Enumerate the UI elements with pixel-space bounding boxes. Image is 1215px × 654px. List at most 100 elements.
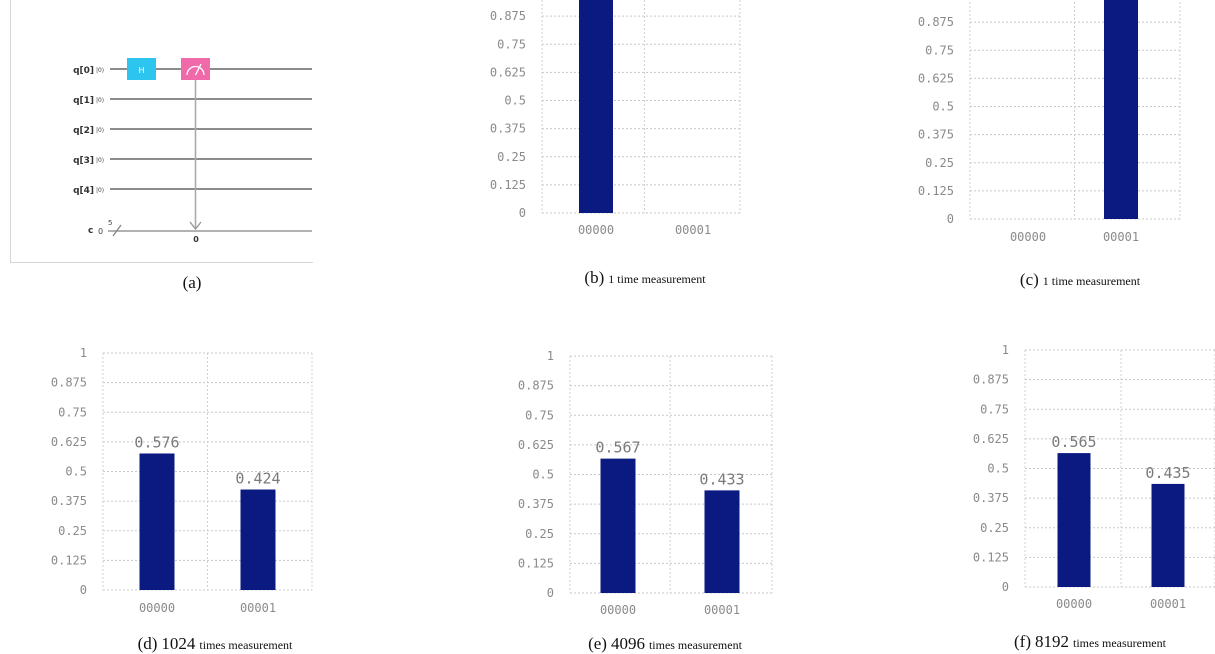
qubit-init-state: |0⟩ — [96, 127, 104, 134]
chart-e: 0 0.125 0.25 0.375 0.5 0.625 0.75 0.875 1 0.567 00… — [518, 349, 773, 617]
chart-panel-d: 0 0.125 0.25 0.375 0.5 0.625 0.75 0.875 1 0.576 00… — [0, 330, 320, 630]
x-tick-label: 00000 — [578, 223, 614, 237]
caption-f-num: 8192 — [1035, 632, 1069, 651]
x-tick-label: 00001 — [240, 601, 276, 615]
y-tick-label: 0.875 — [973, 373, 1009, 387]
bar — [1151, 483, 1185, 587]
y-tick-label: 0.5 — [932, 100, 954, 114]
y-tick-label: 0.875 — [51, 376, 87, 390]
y-tick-label: 0.25 — [925, 156, 954, 170]
y-tick-label: 0.375 — [973, 491, 1009, 505]
y-tick-label: 0.125 — [918, 184, 954, 198]
caption-c-letter: (c) — [1019, 270, 1039, 289]
bar — [600, 458, 636, 593]
caption-e-letter: (e) — [588, 634, 607, 653]
qubit-init-state: |0⟩ — [96, 157, 104, 164]
y-tick-label: 0.875 — [918, 15, 954, 29]
x-tick-label: 00000 — [1010, 230, 1046, 244]
caption-d-num: 1024 — [161, 634, 196, 653]
caption-c: (c) 1 time measurement — [970, 270, 1190, 290]
chart-panel-f: 0 0.125 0.25 0.375 0.5 0.625 0.75 0.875 1 0.565 00… — [920, 330, 1215, 630]
data-label: 0.567 — [595, 439, 640, 457]
h-gate-label: H — [138, 66, 144, 75]
y-tick-label: 0.625 — [973, 432, 1009, 446]
y-tick-label: 0.375 — [51, 494, 87, 508]
x-tick-label: 00000 — [139, 601, 175, 615]
y-tick-label: 0.625 — [918, 71, 954, 85]
bar — [240, 489, 276, 590]
y-tick-label: 0.25 — [525, 527, 554, 541]
measure-target: 0 — [193, 235, 199, 244]
y-tick-label: 0.25 — [497, 150, 526, 164]
bar — [1057, 453, 1091, 587]
chart-b: 0 0.125 0.25 0.375 0.5 0.625 0.75 0.875 00000 000… — [490, 0, 741, 237]
y-tick-label: 0.5 — [65, 465, 87, 479]
x-tick-label: 00001 — [1103, 230, 1139, 244]
chart-f: 0 0.125 0.25 0.375 0.5 0.625 0.75 0.875 1 0.565 00… — [973, 343, 1215, 611]
y-tick-label: 0.75 — [58, 405, 87, 419]
caption-d-text: times measurement — [199, 638, 293, 652]
y-tick-label: 0.125 — [490, 178, 526, 192]
bar — [1104, 0, 1138, 219]
y-tick-label: 0.25 — [58, 524, 87, 538]
qubit-label: q[3] — [73, 156, 94, 166]
measure-gate — [181, 58, 210, 80]
y-tick-label: 0.625 — [518, 438, 554, 452]
h-gate — [127, 58, 156, 80]
y-tick-label: 1 — [80, 346, 87, 360]
data-label: 0.565 — [1051, 433, 1096, 451]
caption-d-letter: (d) — [137, 634, 158, 653]
data-label: 0.433 — [699, 470, 744, 488]
y-tick-label: 0 — [947, 212, 954, 226]
classical-width: 5 — [108, 219, 112, 227]
caption-d: (d) 1024 times measurement — [95, 634, 335, 654]
chart-d: 0 0.125 0.25 0.375 0.5 0.625 0.75 0.875 1 0.576 00… — [51, 346, 313, 615]
x-tick-label: 00001 — [675, 223, 711, 237]
caption-b-letter: (b) — [584, 268, 605, 287]
classical-init: 0 — [98, 227, 103, 236]
y-tick-label: 0 — [1002, 580, 1009, 594]
y-tick-label: 0 — [547, 586, 554, 600]
bar — [139, 453, 175, 590]
qubit-label: q[2] — [73, 126, 94, 136]
qubit-init-state: |0⟩ — [96, 187, 104, 194]
y-tick-label: 0.625 — [490, 65, 526, 79]
y-tick-label: 0.5 — [987, 462, 1009, 476]
y-tick-label: 0.75 — [497, 37, 526, 51]
caption-f-letter: (f) — [1014, 632, 1031, 651]
data-label: 0.435 — [1145, 464, 1190, 482]
y-tick-label: 0.375 — [918, 128, 954, 142]
y-tick-label: 0.125 — [51, 553, 87, 567]
caption-f: (f) 8192 times measurement — [975, 632, 1205, 652]
y-tick-label: 0 — [519, 206, 526, 220]
x-tick-label: 00000 — [600, 603, 636, 617]
y-tick-label: 0.75 — [980, 402, 1009, 416]
data-label: 0.576 — [134, 433, 179, 451]
caption-e-num: 4096 — [610, 634, 645, 653]
x-tick-label: 00001 — [1150, 597, 1186, 611]
chart-c: 0 0.125 0.25 0.375 0.5 0.625 0.75 0.875 00000 000… — [918, 0, 1181, 244]
classical-label: c — [88, 226, 93, 236]
y-tick-label: 1 — [547, 349, 554, 363]
y-tick-label: 0.5 — [504, 94, 526, 108]
bus-slash — [112, 224, 122, 237]
circuit-frame — [10, 0, 313, 263]
y-tick-label: 0.125 — [973, 550, 1009, 564]
y-tick-label: 0.125 — [518, 556, 554, 570]
qubit-label: q[4] — [73, 186, 94, 196]
qubit-label: q[0] — [73, 66, 94, 76]
caption-b-text: 1 time measurement — [608, 272, 706, 286]
caption-a-letter: (a) — [182, 273, 202, 292]
y-tick-label: 0 — [80, 583, 87, 597]
x-tick-label: 00000 — [1056, 597, 1092, 611]
measure-arrow-icon — [189, 221, 202, 231]
y-tick-label: 0.75 — [525, 408, 554, 422]
caption-a: (a) — [160, 273, 224, 293]
y-tick-label: 0.5 — [532, 468, 554, 482]
caption-c-text: 1 time measurement — [1042, 274, 1141, 288]
caption-e: (e) 4096 times measurement — [545, 634, 785, 654]
x-tick-label: 00001 — [704, 603, 740, 617]
chart-panel-c: 0 0.125 0.25 0.375 0.5 0.625 0.75 0.875 00000 000… — [860, 0, 1215, 260]
chart-panel-b: 0 0.125 0.25 0.375 0.5 0.625 0.75 0.875 00000 000… — [440, 0, 741, 260]
